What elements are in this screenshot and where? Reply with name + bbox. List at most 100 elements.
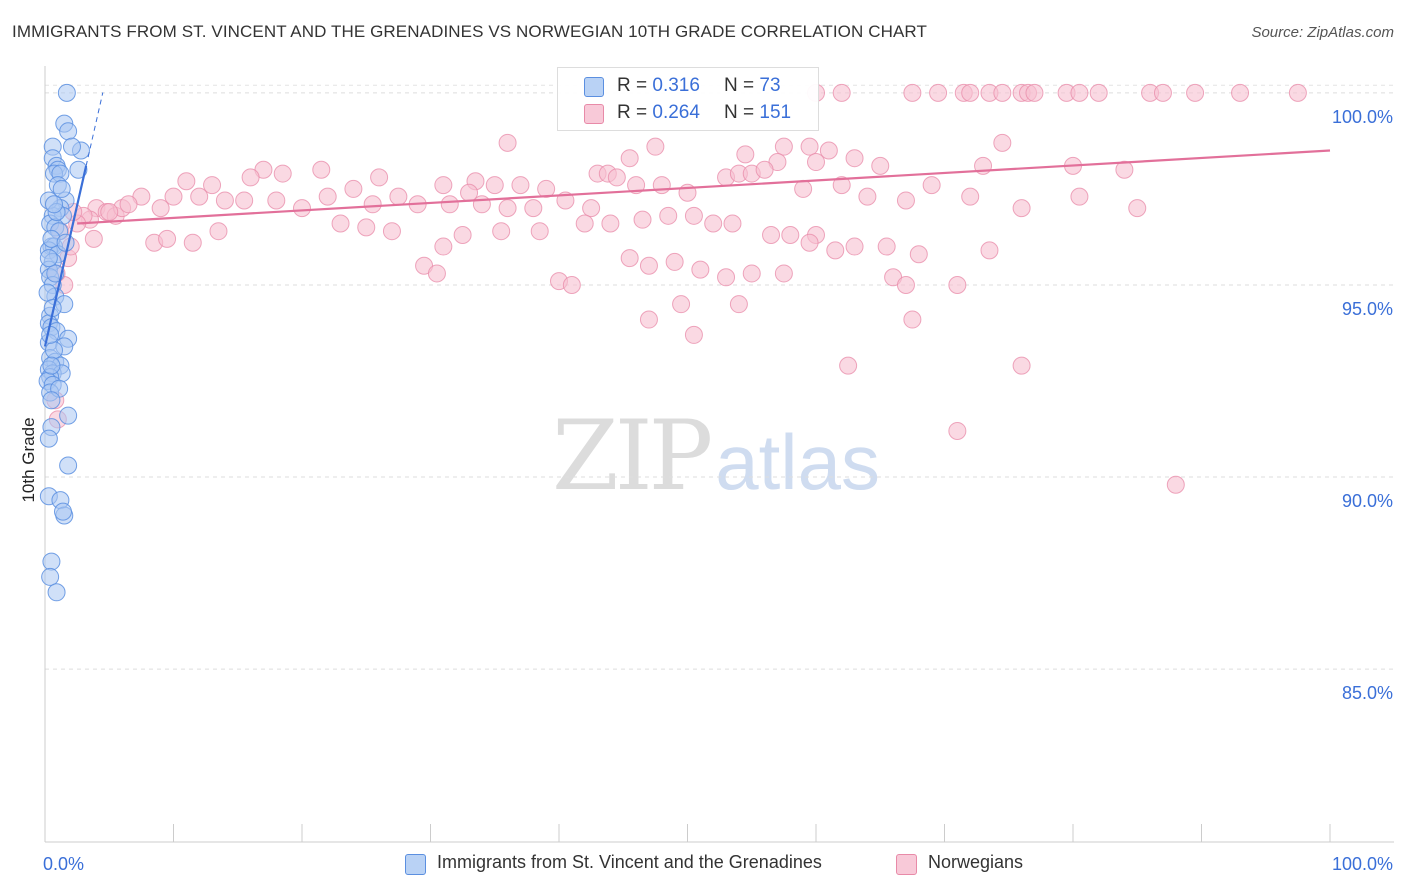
norwegians-point <box>684 206 703 225</box>
norwegians-point <box>203 176 222 195</box>
norwegians-point <box>293 199 311 218</box>
norwegians-point <box>736 145 755 164</box>
norwegians-point <box>158 229 177 248</box>
norwegians-point <box>1070 83 1089 102</box>
immigrants-point <box>42 356 61 375</box>
norwegians-point <box>472 195 491 214</box>
norwegians-point <box>980 241 999 260</box>
norwegians-point <box>582 199 601 218</box>
norwegians-trend-line <box>77 149 1331 225</box>
norwegians-point <box>652 176 671 195</box>
norwegians-point <box>896 191 915 210</box>
norwegians-point <box>845 237 864 256</box>
immigrants-point <box>56 233 75 252</box>
pink-n-value: 151 <box>759 102 792 123</box>
norwegians-point <box>601 214 620 233</box>
norwegians-point <box>575 214 594 233</box>
norwegians-point <box>1012 356 1031 375</box>
norwegians-point <box>639 310 658 329</box>
norwegians-point <box>177 172 196 191</box>
norwegians-point <box>1288 83 1307 102</box>
norwegians-point <box>427 264 446 283</box>
blue-swatch <box>584 77 604 97</box>
immigrants-point <box>59 406 78 425</box>
norwegians-point <box>961 187 980 206</box>
norwegians-point <box>119 195 138 214</box>
norwegians-point <box>794 179 813 198</box>
norwegians-point <box>819 141 838 160</box>
legend-swatch-immigrants <box>405 854 426 875</box>
y-tick-label: 90.0% <box>1342 491 1393 511</box>
norwegians-point <box>370 168 389 187</box>
y-tick-label: 85.0% <box>1342 683 1393 703</box>
norwegians-point <box>684 325 703 344</box>
norwegians-point <box>1231 83 1250 102</box>
immigrants-trend-extension <box>85 92 104 166</box>
norwegians-point <box>151 199 170 218</box>
immigrants-point <box>42 552 61 571</box>
norwegians-point <box>1166 475 1185 494</box>
norwegians-point <box>800 233 819 252</box>
axis-labels: 85.0% 90.0% 95.0% 100.0% 0.0% 100.0% 10th Grad… <box>19 107 1393 874</box>
blue-r-label: R = <box>617 75 648 96</box>
norwegians-point <box>100 202 119 221</box>
norwegians-point <box>1012 199 1031 218</box>
norwegians-point <box>665 252 684 271</box>
norwegians-point <box>607 168 626 187</box>
norwegians-point <box>729 295 748 314</box>
norwegians-point <box>627 176 646 195</box>
norwegians-point <box>903 310 922 329</box>
blue-n: N = 73 <box>724 75 781 97</box>
norwegians-point <box>1128 199 1147 218</box>
norwegians-point <box>1089 83 1108 102</box>
norwegians-point <box>620 149 639 168</box>
norwegians-point <box>961 83 980 102</box>
chart-title: IMMIGRANTS FROM ST. VINCENT AND THE GREN… <box>12 22 927 41</box>
immigrants-point <box>69 160 88 179</box>
blue-r-value: 0.316 <box>652 75 700 96</box>
stats-legend: R = 0.316 N = 73 R = 0.264 N = 151 <box>557 67 819 131</box>
norwegians-point <box>190 187 209 206</box>
immigrants-point <box>44 195 63 214</box>
norwegians-point <box>183 233 202 252</box>
norwegians-point <box>993 133 1012 152</box>
blue-n-value: 73 <box>759 75 781 96</box>
watermark: ZIPatlas <box>552 400 880 512</box>
watermark-atlas: atlas <box>715 418 880 506</box>
norwegians-point <box>832 176 851 195</box>
norwegians-point <box>1025 83 1044 102</box>
norwegians-point <box>498 133 517 152</box>
norwegians-point <box>948 275 967 294</box>
pink-r-label: R = <box>617 102 648 123</box>
norwegians-point <box>620 249 639 268</box>
norwegians-point <box>774 137 793 156</box>
norwegians-point <box>440 195 459 214</box>
norwegians-point <box>485 176 504 195</box>
norwegians-point <box>781 226 800 245</box>
norwegians-point <box>909 245 928 264</box>
norwegians-point <box>453 226 472 245</box>
pink-r-value: 0.264 <box>652 102 700 123</box>
norwegians-point <box>498 199 517 218</box>
norwegians-point <box>659 206 678 225</box>
source-label: Source: ZipAtlas.com <box>1251 24 1394 41</box>
norwegians-point <box>209 222 228 241</box>
norwegians-point <box>755 160 774 179</box>
norwegians-point <box>807 153 825 172</box>
trend-lines <box>43 92 1331 347</box>
norwegians-point <box>1153 83 1172 102</box>
norwegians-point <box>800 137 819 156</box>
norwegians-point <box>845 149 864 168</box>
norwegians-point <box>524 199 543 218</box>
bottom-legend: Immigrants from St. Vincent and the Gren… <box>0 852 1406 878</box>
norwegians-point <box>948 421 967 440</box>
norwegians-point <box>312 160 331 179</box>
norwegians-point <box>511 176 530 195</box>
immigrants-point <box>62 137 81 156</box>
norwegians-point <box>877 237 896 256</box>
norwegians-point <box>1186 83 1205 102</box>
immigrants-point <box>42 391 61 410</box>
norwegians-point <box>646 137 665 156</box>
norwegians-point <box>826 241 845 260</box>
norwegians-point <box>903 83 922 102</box>
